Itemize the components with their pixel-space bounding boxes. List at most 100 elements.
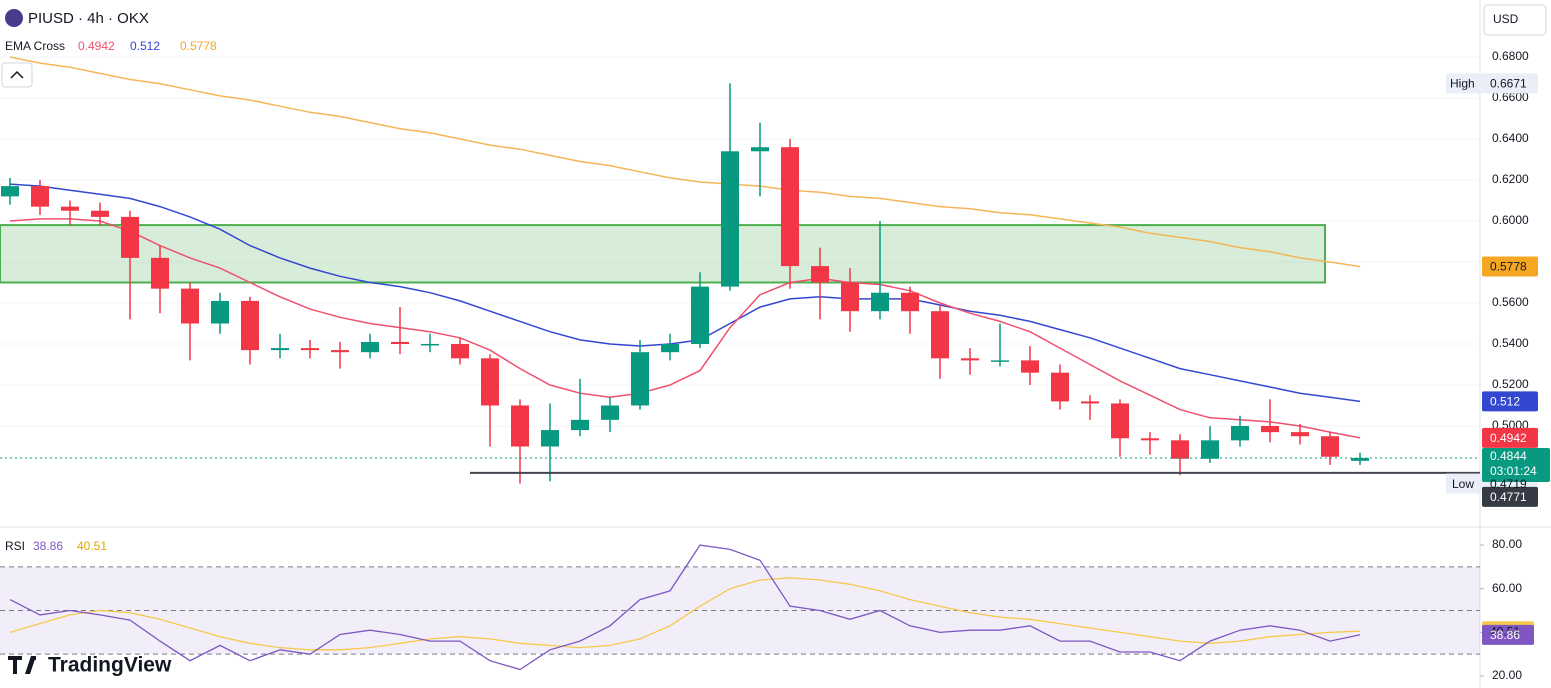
ema-tag: 0.5778 — [1490, 260, 1527, 274]
plot: 0.50000.52000.54000.56000.58000.60000.62… — [0, 49, 1529, 682]
indicator-line — [9, 544, 1361, 671]
low-label: Low — [1452, 477, 1474, 491]
candle-body — [481, 358, 499, 406]
candle-body — [1051, 372, 1069, 402]
ema-tag: 0.512 — [1490, 395, 1520, 409]
y-tick-label: 0.5200 — [1492, 377, 1529, 391]
candle-body — [1171, 440, 1189, 459]
candle-body — [31, 186, 49, 207]
candle-body — [991, 360, 1009, 362]
candle-body — [121, 216, 139, 258]
candle-body — [691, 286, 709, 344]
low-label-bg — [1446, 473, 1482, 494]
currency-button[interactable] — [1483, 4, 1547, 36]
candle-body — [181, 288, 199, 324]
price-tag-bg — [1482, 447, 1550, 482]
indicator-line — [9, 183, 1361, 403]
y-tick-label: 80.00 — [1492, 537, 1522, 551]
candle-body — [1081, 401, 1099, 404]
candle-body — [271, 348, 289, 351]
candle-body — [1021, 360, 1039, 373]
high-label-bg — [1446, 73, 1482, 94]
candle-body — [781, 147, 799, 267]
legend-value: 0.4942 — [78, 39, 115, 53]
rsi-tag: 38.86 — [1490, 628, 1520, 642]
low-value: 0.4719 — [1490, 477, 1527, 491]
candle-body — [751, 147, 769, 152]
candle-body — [871, 292, 889, 312]
candle-body — [91, 210, 109, 217]
candle-body — [811, 266, 829, 283]
y-tick-label: 0.6600 — [1492, 90, 1529, 104]
indicator-line — [9, 218, 1361, 439]
y-tick-label: 0.6200 — [1492, 172, 1529, 186]
legend-value: 0.512 — [130, 39, 160, 53]
y-tick-label: 0.6000 — [1492, 213, 1529, 227]
y-tick-label: 0.6400 — [1492, 131, 1529, 145]
candle-body — [1321, 436, 1339, 457]
candle-body — [301, 348, 319, 351]
candle-body — [601, 405, 619, 420]
watermark-text: TradingView — [48, 654, 172, 677]
ema-tag: 0.4942 — [1490, 431, 1527, 445]
y-tick-label: 0.5600 — [1492, 295, 1529, 309]
indicator-line — [9, 56, 1361, 268]
candle-body — [511, 405, 529, 447]
indicator-line — [9, 577, 1361, 651]
candle-body — [1141, 438, 1159, 441]
support-tag: 0.4771 — [1490, 490, 1527, 504]
candle-body — [721, 151, 739, 287]
y-tick-label: 60.00 — [1492, 581, 1522, 595]
high-value-bg — [1482, 73, 1538, 94]
legend-value: 40.51 — [77, 539, 107, 553]
high-label: High — [1450, 77, 1475, 91]
candle-body — [241, 300, 259, 351]
countdown: 03:01:24 — [1490, 464, 1537, 478]
candle-body — [451, 343, 469, 359]
candle-body — [631, 352, 649, 406]
candle-body — [421, 343, 439, 346]
logo-icon — [8, 656, 36, 674]
candle-body — [361, 341, 379, 353]
ema-tag-bg — [1482, 391, 1538, 412]
indicator-name: EMA Cross — [5, 39, 65, 53]
rsi-tag: 40.51 — [1490, 624, 1520, 638]
legend-value: 38.86 — [33, 539, 63, 553]
chart-title: PIUSD · 4h · OKX — [28, 10, 149, 27]
candle-body — [61, 206, 79, 211]
candle-body — [1351, 457, 1369, 461]
rsi-title: RSI — [5, 539, 25, 553]
y-tick-label: 20.00 — [1492, 668, 1522, 682]
legend-value: 0.5778 — [180, 39, 217, 53]
y-tick-label: 0.6800 — [1492, 49, 1529, 63]
candle-body — [1291, 432, 1309, 437]
candle-body — [151, 257, 169, 289]
candle-body — [211, 300, 229, 324]
currency: USD — [1493, 12, 1519, 26]
ema-tag-bg — [1482, 427, 1538, 448]
watermark: TradingView — [8, 654, 172, 677]
rsi-tag-bg — [1482, 624, 1534, 645]
ema-tag-bg — [1482, 256, 1538, 277]
support-tag-bg — [1482, 486, 1538, 507]
price-tag: 0.4844 — [1490, 449, 1527, 463]
zone — [0, 224, 1326, 284]
candle-body — [1261, 425, 1279, 433]
candle-body — [901, 292, 919, 312]
candle-body — [1201, 440, 1219, 459]
high-value: 0.6671 — [1490, 77, 1527, 91]
candle-body — [391, 341, 409, 344]
symbol-icon — [5, 9, 23, 27]
candle-body — [331, 350, 349, 353]
y-tick-label: 0.5400 — [1492, 336, 1529, 350]
candle-body — [571, 419, 589, 431]
candle-body — [1, 186, 19, 197]
candle-body — [661, 343, 679, 353]
candle-body — [1111, 403, 1129, 439]
candle-body — [961, 358, 979, 361]
candle-body — [1231, 425, 1249, 441]
candle-body — [841, 282, 859, 312]
collapse-button[interactable] — [1, 62, 33, 88]
